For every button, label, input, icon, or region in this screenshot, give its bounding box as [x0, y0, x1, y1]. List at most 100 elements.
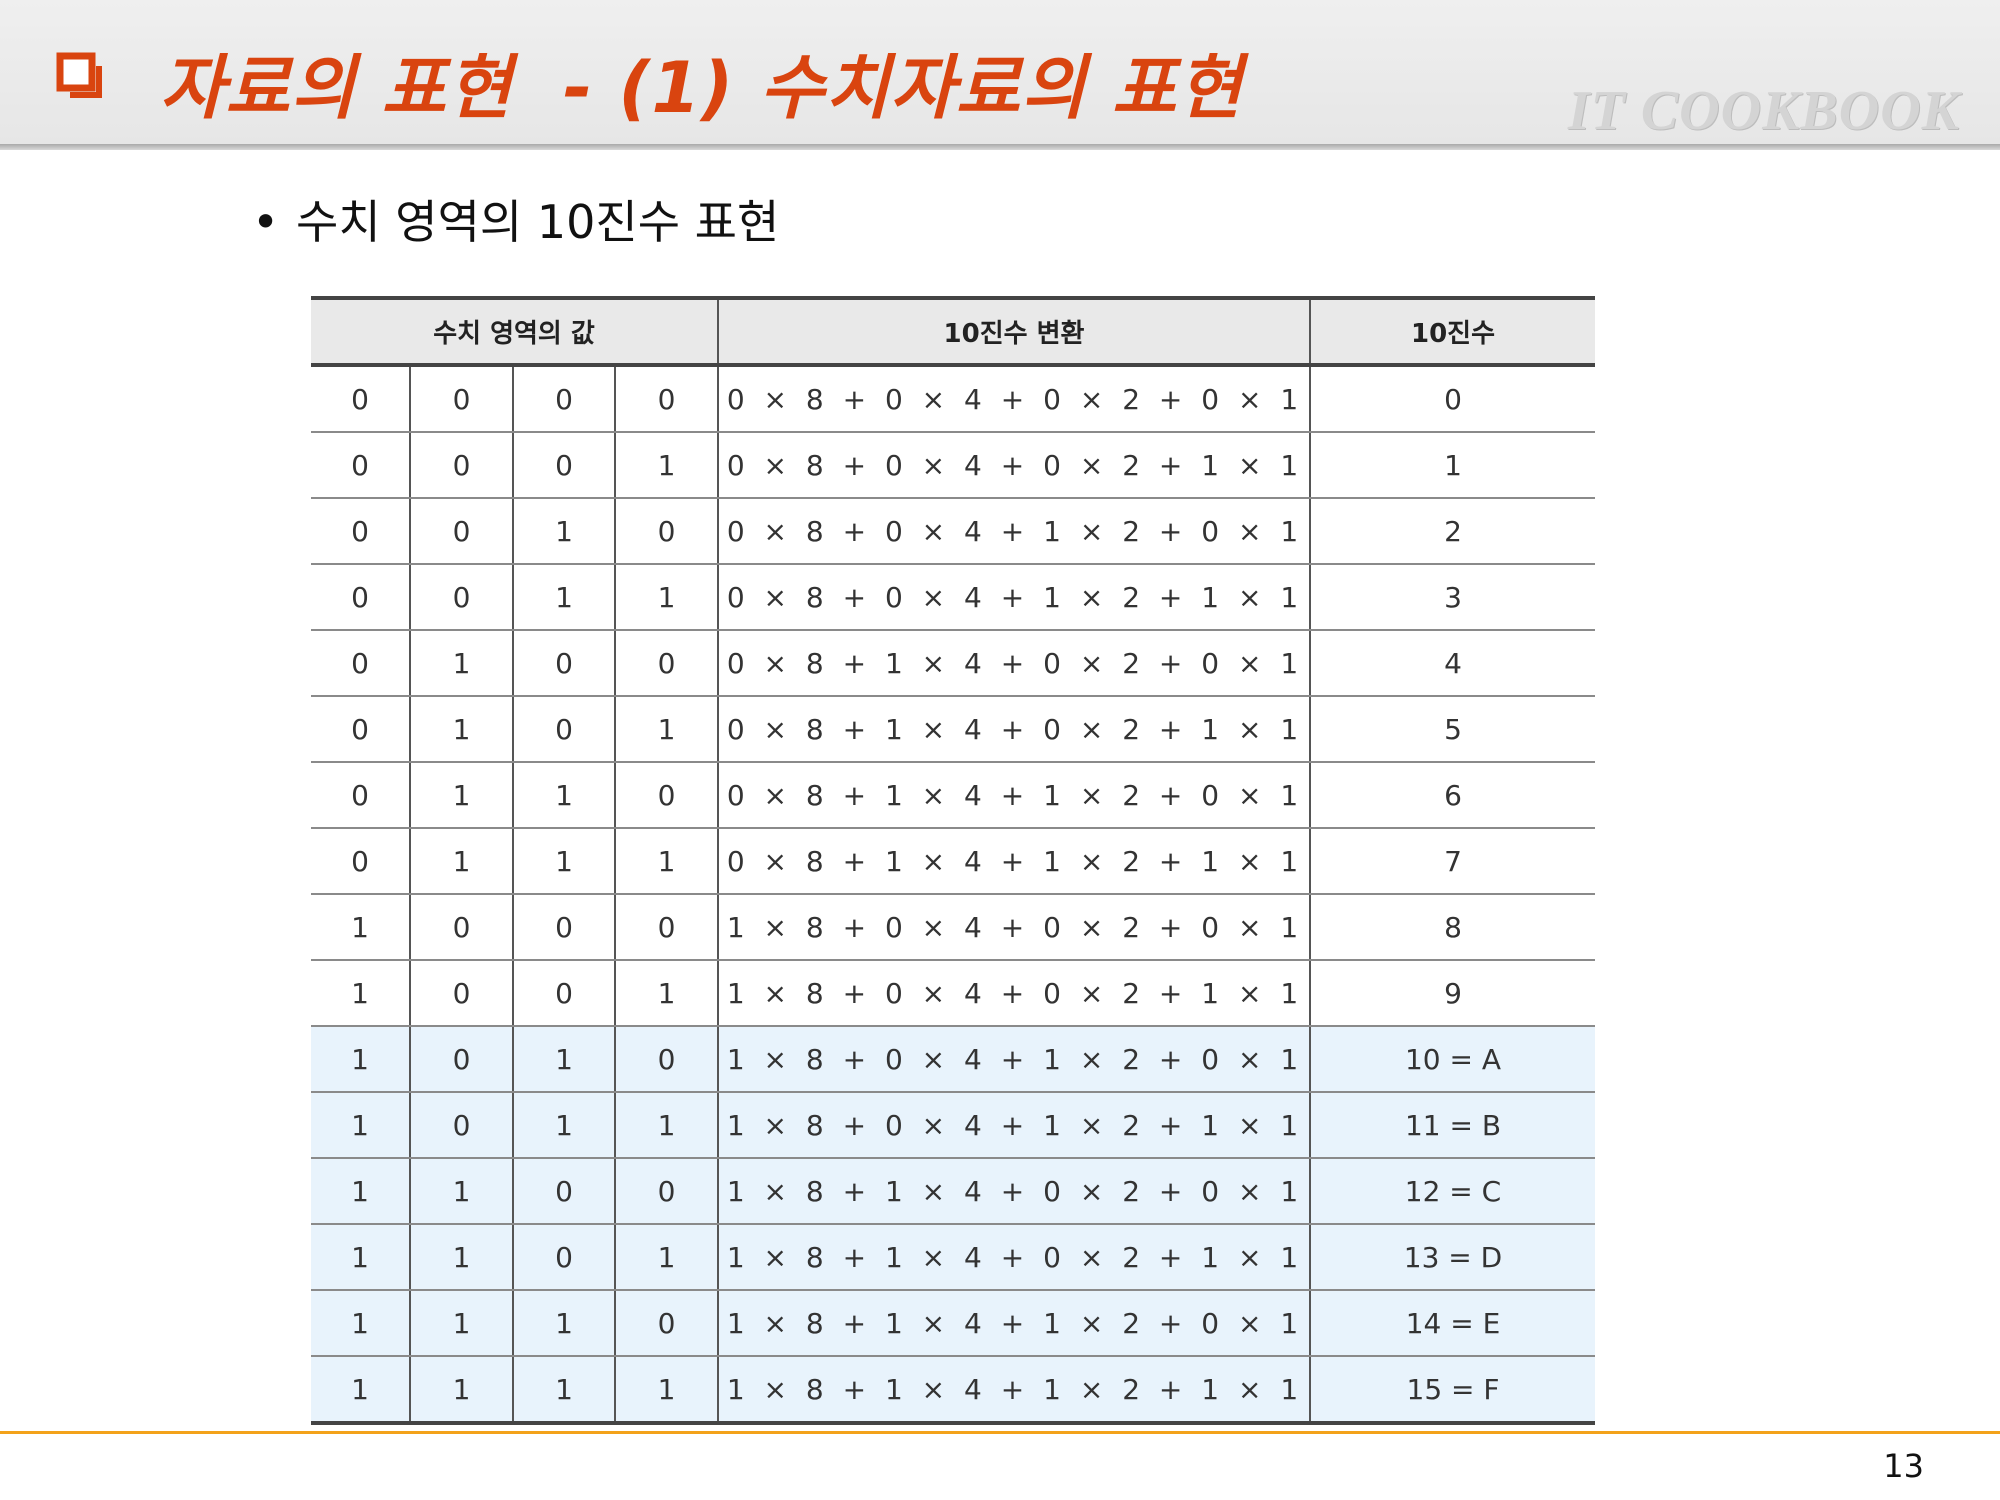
bit-cell: 1 — [512, 1092, 615, 1159]
bit-cell: 0 — [409, 365, 513, 433]
formula-cell: 1 × 8 + 0 × 4 + 1 × 2 + 1 × 1 — [717, 1092, 1310, 1159]
bit-cell: 0 — [512, 432, 615, 499]
formula-cell: 1 × 8 + 0 × 4 + 0 × 2 + 1 × 1 — [717, 960, 1310, 1027]
bit-cell: 1 — [614, 1092, 718, 1159]
bit-cell: 1 — [512, 498, 615, 565]
formula-cell: 1 × 8 + 1 × 4 + 0 × 2 + 1 × 1 — [717, 1224, 1310, 1291]
bit-cell: 1 — [409, 762, 513, 829]
bit-cell: 0 — [311, 564, 410, 631]
header-decimal-conversion: 10진수 변환 — [717, 296, 1310, 367]
bit-cell: 0 — [614, 1026, 718, 1093]
bit-cell: 1 — [311, 1290, 410, 1357]
bit-cell: 0 — [311, 630, 410, 697]
checkbox-icon — [56, 52, 102, 98]
bit-cell: 1 — [512, 564, 615, 631]
bit-cell: 1 — [311, 1026, 410, 1093]
bit-cell: 0 — [614, 894, 718, 961]
formula-cell: 0 × 8 + 0 × 4 + 1 × 2 + 1 × 1 — [717, 564, 1310, 631]
decimal-cell: 12 = C — [1309, 1158, 1595, 1225]
decimal-cell: 14 = E — [1309, 1290, 1595, 1357]
bit-cell: 1 — [409, 630, 513, 697]
formula-cell: 1 × 8 + 1 × 4 + 0 × 2 + 0 × 1 — [717, 1158, 1310, 1225]
bullet-item: • 수치 영역의 10진수 표현 — [252, 192, 779, 252]
formula-cell: 0 × 8 + 0 × 4 + 0 × 2 + 0 × 1 — [717, 365, 1310, 433]
bit-cell: 0 — [409, 432, 513, 499]
table-header-row: 수치 영역의 값 10진수 변환 10진수 — [311, 296, 1595, 367]
bit-cell: 0 — [512, 1224, 615, 1291]
decimal-cell: 3 — [1309, 564, 1595, 631]
bit-cell: 0 — [311, 498, 410, 565]
bit-cell: 1 — [512, 1356, 615, 1425]
bit-cell: 0 — [614, 1290, 718, 1357]
bit-cell: 0 — [311, 696, 410, 763]
brand-logo: IT COOKBOOK — [1567, 80, 1960, 142]
bit-cell: 1 — [512, 762, 615, 829]
formula-cell: 0 × 8 + 1 × 4 + 0 × 2 + 0 × 1 — [717, 630, 1310, 697]
bit-cell: 1 — [409, 696, 513, 763]
bit-cell: 0 — [614, 1158, 718, 1225]
decimal-cell: 15 = F — [1309, 1356, 1595, 1425]
decimal-cell: 9 — [1309, 960, 1595, 1027]
bit-cell: 1 — [614, 960, 718, 1027]
decimal-cell: 6 — [1309, 762, 1595, 829]
bit-cell: 1 — [512, 1290, 615, 1357]
bit-cell: 0 — [614, 365, 718, 433]
decimal-cell: 0 — [1309, 365, 1595, 433]
bit-cell: 1 — [512, 828, 615, 895]
bit-cell: 0 — [409, 564, 513, 631]
bit-cell: 0 — [512, 365, 615, 433]
formula-cell: 1 × 8 + 1 × 4 + 1 × 2 + 0 × 1 — [717, 1290, 1310, 1357]
decimal-cell: 8 — [1309, 894, 1595, 961]
formula-cell: 1 × 8 + 0 × 4 + 0 × 2 + 0 × 1 — [717, 894, 1310, 961]
page-title: 자료의 표현 - (1) 수치자료의 표현 — [160, 47, 1243, 129]
bit-cell: 0 — [409, 498, 513, 565]
bit-cell: 1 — [409, 1290, 513, 1357]
bit-cell: 1 — [614, 696, 718, 763]
bit-cell: 0 — [311, 828, 410, 895]
bullet-text: 수치 영역의 10진수 표현 — [296, 195, 780, 249]
bit-cell: 1 — [311, 1158, 410, 1225]
bit-cell: 0 — [512, 960, 615, 1027]
bit-cell: 1 — [311, 960, 410, 1027]
decimal-cell: 11 = B — [1309, 1092, 1595, 1159]
header-numeric-value: 수치 영역의 값 — [311, 296, 718, 367]
bit-cell: 0 — [512, 894, 615, 961]
bit-cell: 1 — [614, 432, 718, 499]
bit-cell: 1 — [409, 828, 513, 895]
decimal-cell: 2 — [1309, 498, 1595, 565]
formula-cell: 1 × 8 + 1 × 4 + 1 × 2 + 1 × 1 — [717, 1356, 1310, 1425]
bullet-symbol: • — [252, 195, 280, 249]
decimal-cell: 10 = A — [1309, 1026, 1595, 1093]
bit-cell: 0 — [614, 762, 718, 829]
formula-cell: 0 × 8 + 0 × 4 + 0 × 2 + 1 × 1 — [717, 432, 1310, 499]
bit-cell: 0 — [512, 696, 615, 763]
bit-cell: 1 — [614, 1224, 718, 1291]
formula-cell: 0 × 8 + 1 × 4 + 0 × 2 + 1 × 1 — [717, 696, 1310, 763]
decimal-cell: 5 — [1309, 696, 1595, 763]
bit-cell: 1 — [614, 828, 718, 895]
bit-cell: 0 — [311, 365, 410, 433]
bit-cell: 0 — [614, 630, 718, 697]
decimal-cell: 13 = D — [1309, 1224, 1595, 1291]
header-divider — [0, 144, 2000, 150]
bit-cell: 1 — [311, 1356, 410, 1425]
bit-cell: 1 — [512, 1026, 615, 1093]
bit-cell: 0 — [311, 432, 410, 499]
formula-cell: 0 × 8 + 1 × 4 + 1 × 2 + 1 × 1 — [717, 828, 1310, 895]
bit-cell: 1 — [311, 894, 410, 961]
page-number: 13 — [1883, 1447, 1924, 1485]
